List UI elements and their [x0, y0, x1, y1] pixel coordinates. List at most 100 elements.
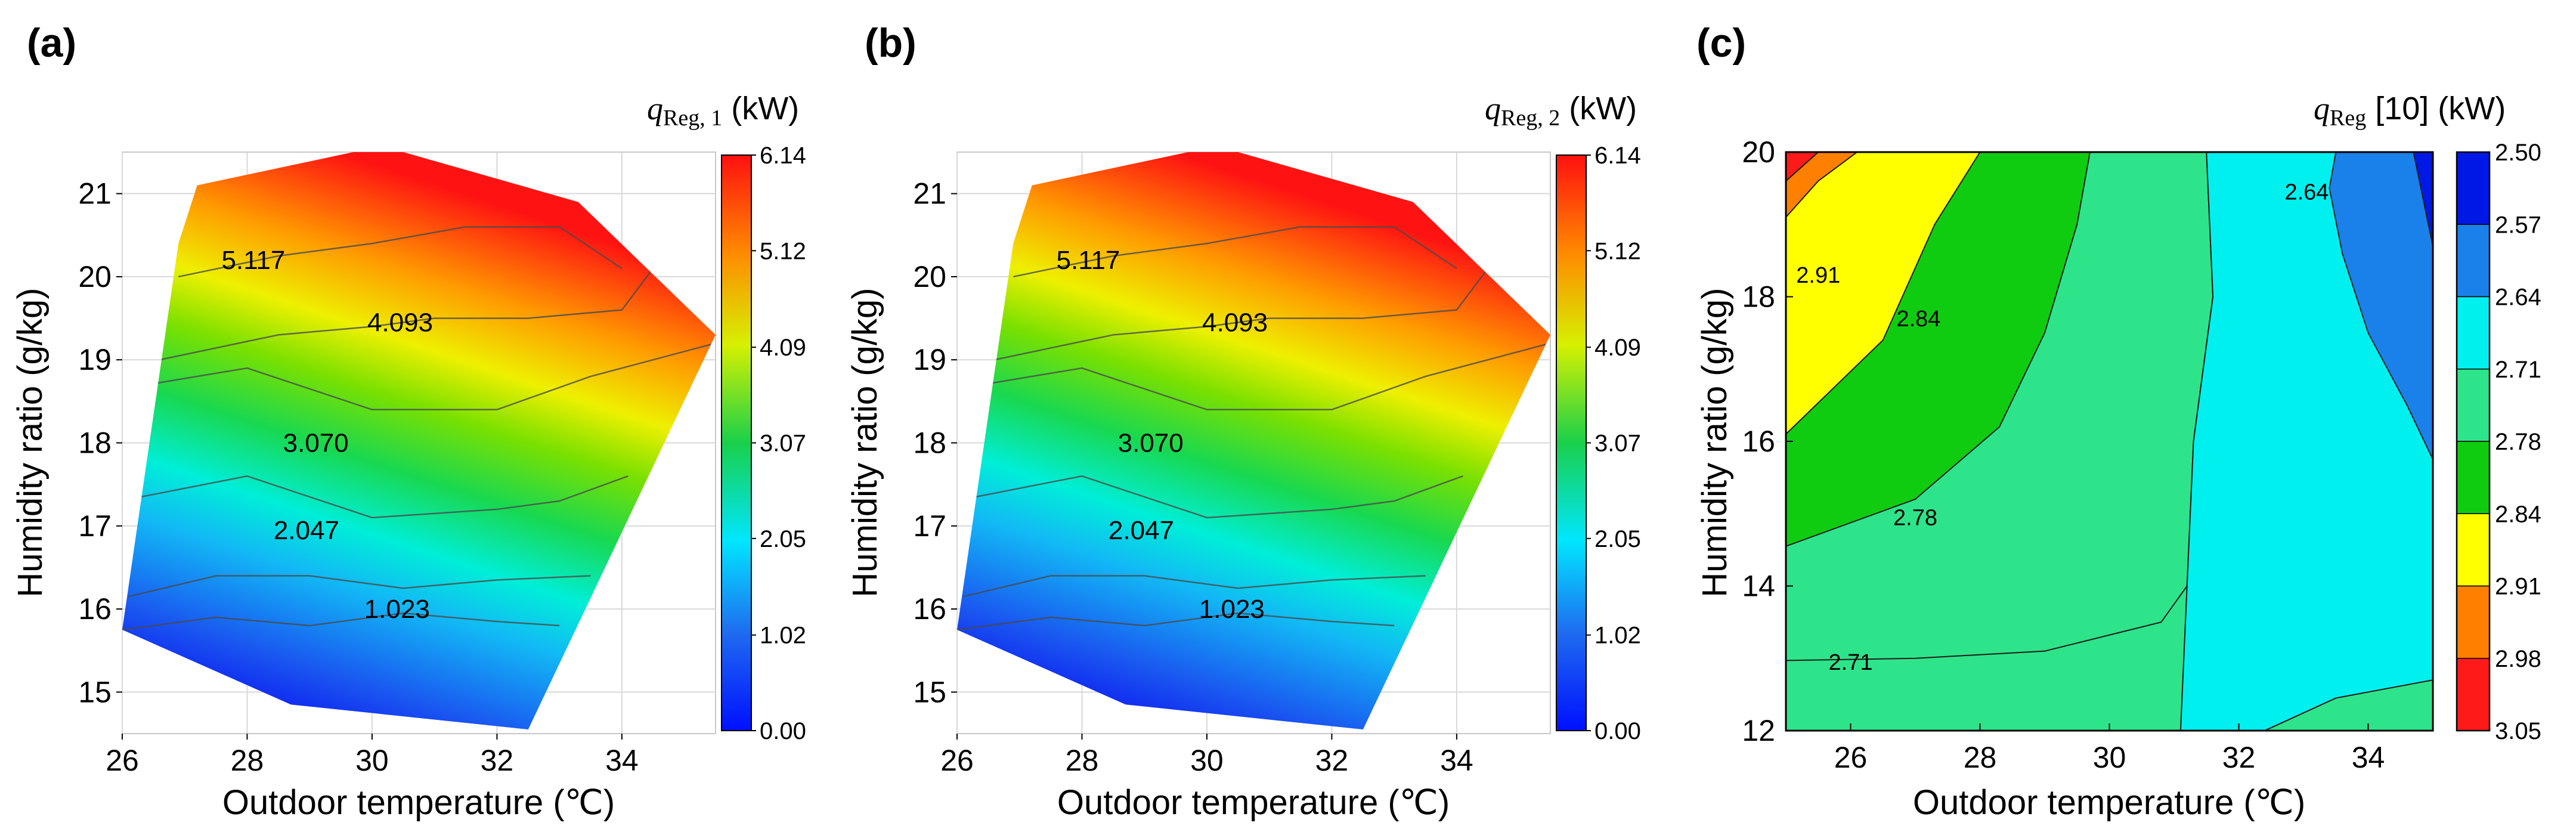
- y-tick-label: 20: [78, 260, 112, 293]
- colorbar-tick-label: 4.09: [760, 335, 806, 361]
- x-tick-label: 28: [231, 744, 264, 777]
- x-tick-label: 34: [605, 744, 639, 777]
- y-tick-label: 20: [1742, 135, 1775, 169]
- colorbar-tick-label: 2.84: [2495, 501, 2541, 527]
- contour-lines-a: [122, 226, 716, 631]
- contour-label: 4.093: [367, 308, 433, 338]
- colorbar-band: [2456, 441, 2490, 514]
- colorbar-band: [2456, 151, 2490, 225]
- y-tick-label: 15: [78, 675, 112, 709]
- colorbar-tick-label: 2.05: [760, 526, 806, 552]
- panel-b: (b) 5.117 4.093 3.070 2.047 1.023 26 28 30 32 34…: [846, 20, 1641, 822]
- x-axis-title-c: Outdoor temperature (℃): [1913, 783, 2305, 822]
- colorbar-tick-label: 5.12: [760, 238, 806, 264]
- contour-label: 1.023: [1199, 595, 1265, 624]
- contour-label: 2.64: [2284, 180, 2329, 205]
- y-tick-label: 16: [1742, 425, 1775, 458]
- x-tick-label: 34: [1440, 744, 1473, 777]
- y-tick-label: 16: [913, 592, 946, 626]
- colorbar-a: [721, 154, 752, 731]
- colorbar-b: [1556, 154, 1587, 731]
- contour-label: 2.047: [1109, 516, 1174, 545]
- y-axis-title-c: Humidity ratio (g/kg): [1695, 288, 1734, 598]
- y-tick-label: 21: [78, 177, 112, 211]
- contour-labels-a: 5.117 4.093 3.070 2.047 1.023: [222, 246, 434, 624]
- x-tick-label: 26: [106, 744, 139, 777]
- y-axis-title-b: Humidity ratio (g/kg): [846, 288, 884, 598]
- colorbar-tick-label: 1.02: [760, 623, 806, 649]
- colorbar-tick-label: 2.57: [2495, 212, 2541, 238]
- y-axis-title-a: Humidity ratio (g/kg): [11, 288, 49, 598]
- y-tick-label: 18: [1742, 280, 1775, 314]
- x-tick-label: 30: [2093, 741, 2126, 774]
- contour-label: 2.78: [1893, 505, 1937, 530]
- x-axis-title-b: Outdoor temperature (℃): [1057, 783, 1450, 822]
- x-tick-label: 32: [1315, 744, 1349, 777]
- colorbar-band: [2456, 658, 2490, 731]
- y-tick-label: 12: [1742, 714, 1775, 747]
- contour-label: 5.117: [222, 246, 286, 275]
- contour-line: [178, 226, 623, 278]
- contour-label: 2.71: [1829, 650, 1873, 675]
- contour-label: 2.91: [1796, 263, 1840, 288]
- y-tick-label: 21: [913, 177, 946, 211]
- colorbar-tick-label: 0.00: [1594, 718, 1641, 744]
- colorbar-tick-label: 2.98: [2495, 646, 2541, 672]
- y-tick-label: 17: [913, 509, 946, 543]
- colorbar-tick-label: 0.00: [760, 718, 806, 744]
- contour-labels-c: 2.91 2.84 2.78 2.71 2.64: [1796, 180, 2329, 675]
- contour-line: [963, 575, 1426, 598]
- contour-label: 3.070: [283, 429, 349, 458]
- contour-label: 1.023: [364, 595, 430, 624]
- y-tick-label: 19: [78, 343, 112, 376]
- colorbar-title-c: qReg [10] (kW): [2314, 91, 2506, 131]
- colorbar-frame: [2456, 151, 2491, 732]
- x-axis-title-a: Outdoor temperature (℃): [222, 783, 615, 822]
- colorbar-tick-label: 2.71: [2495, 357, 2541, 383]
- contour-line: [147, 342, 716, 411]
- x-ticks-c: 26 28 30 32 34: [1834, 723, 2385, 774]
- colorbar-band: [2456, 296, 2490, 370]
- colorbar-tick-label: 2.50: [2495, 140, 2541, 166]
- colorbar-tick-label: 2.05: [1594, 526, 1641, 552]
- contour-label: 5.117: [1057, 246, 1120, 275]
- panel-label-a: (a): [27, 20, 76, 66]
- contour-label: 4.093: [1202, 308, 1268, 338]
- colorbar-tick-label: 1.02: [1594, 623, 1641, 649]
- x-tick-label: 32: [2222, 741, 2256, 774]
- contour-line: [1013, 226, 1457, 278]
- x-tick-label: 32: [481, 744, 514, 777]
- contour-label: 2.047: [274, 516, 339, 545]
- x-tick-label: 26: [1834, 741, 1868, 774]
- contour-label: 3.070: [1118, 429, 1184, 458]
- y-tick-label: 18: [913, 426, 946, 460]
- panel-a: (a) 5.117 4.093 3.070 2.047 1.023 26 28 30 32 34…: [11, 20, 806, 822]
- y-tick-label: 14: [1742, 570, 1775, 603]
- contour-lines-b: [957, 226, 1550, 631]
- contour-line: [976, 475, 1463, 519]
- colorbar-tick-label: 3.05: [2495, 718, 2541, 744]
- y-ticks-b: 15 16 17 18 19 20 21: [913, 177, 957, 709]
- colorbar-tick-label: 6.14: [760, 143, 806, 169]
- filled-regions-c: [1785, 151, 2433, 731]
- y-tick-label: 16: [78, 592, 112, 626]
- y-tick-label: 17: [78, 509, 112, 543]
- colorbar-tick-label: 6.14: [1594, 143, 1641, 169]
- colorbar-tick-label: 3.07: [1594, 431, 1641, 457]
- colorbar-c: [2456, 151, 2491, 732]
- contour-label: 2.84: [1896, 307, 1940, 332]
- contour-line: [994, 268, 1489, 361]
- contour-line: [159, 268, 654, 361]
- colorbar-title-b: qReg, 2 (kW): [1485, 91, 1637, 131]
- contour-line: [982, 342, 1550, 411]
- colorbar-band: [2456, 224, 2490, 298]
- colorbar-ticks-c: 2.50 2.57 2.64 2.71 2.78 2.84 2.91 2.98 3.05: [2495, 140, 2541, 744]
- x-tick-label: 28: [1066, 744, 1099, 777]
- colorbar-tick-label: 2.78: [2495, 429, 2541, 455]
- x-tick-label: 30: [355, 744, 389, 777]
- panel-c: (c) 2.91 2.84 2.78 2.71 2.64 26 28 30 32 34 12 14…: [1695, 20, 2541, 822]
- colorbar-ticks-b: 6.14 5.12 4.09 3.07 2.05 1.02 0.00: [1586, 143, 1641, 744]
- contour-labels-b: 5.117 4.093 3.070 2.047 1.023: [1057, 246, 1268, 624]
- colorbar-tick-label: 5.12: [1594, 238, 1641, 264]
